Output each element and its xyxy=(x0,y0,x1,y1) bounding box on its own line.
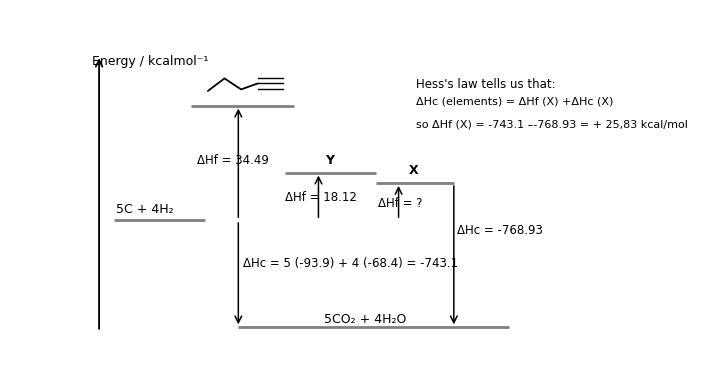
Text: so ΔHf (X) = -743.1 –-768.93 = + 25,83 kcal/mol: so ΔHf (X) = -743.1 –-768.93 = + 25,83 k… xyxy=(416,119,688,129)
Text: Hess's law tells us that:: Hess's law tells us that: xyxy=(416,78,556,91)
Text: 5CO₂ + 4H₂O: 5CO₂ + 4H₂O xyxy=(324,313,406,326)
Text: ΔHf = 34.49: ΔHf = 34.49 xyxy=(197,154,269,167)
Text: 5C + 4H₂: 5C + 4H₂ xyxy=(116,203,173,216)
Text: ΔHc = -768.93: ΔHc = -768.93 xyxy=(456,224,543,237)
Text: ΔHc = 5 (-93.9) + 4 (-68.4) = -743.1: ΔHc = 5 (-93.9) + 4 (-68.4) = -743.1 xyxy=(242,257,458,270)
Text: ΔHf = 18.12: ΔHf = 18.12 xyxy=(285,191,357,205)
Text: Y: Y xyxy=(325,154,334,167)
Text: ΔHc (elements) = ΔHf (X) +ΔHc (X): ΔHc (elements) = ΔHf (X) +ΔHc (X) xyxy=(416,97,614,107)
Text: ΔHf = ?: ΔHf = ? xyxy=(378,197,423,210)
Text: X: X xyxy=(409,164,419,177)
Text: Energy / kcalmol⁻¹: Energy / kcalmol⁻¹ xyxy=(92,55,208,68)
